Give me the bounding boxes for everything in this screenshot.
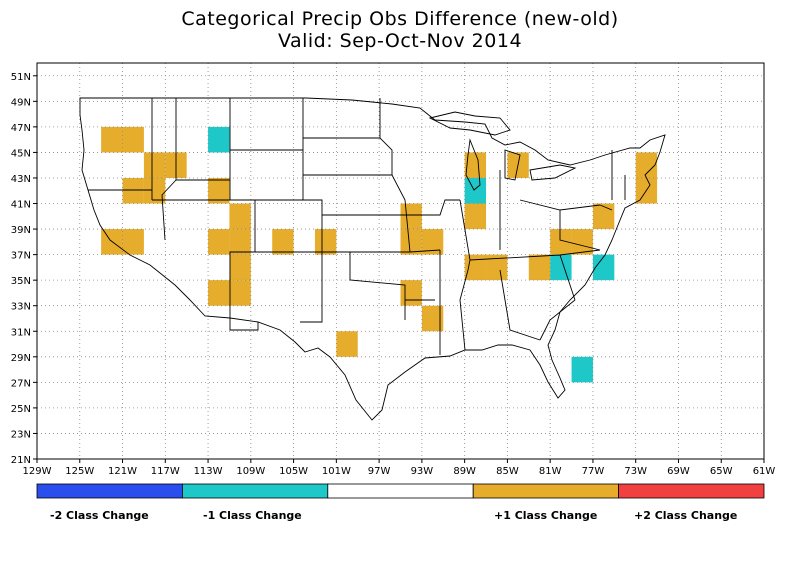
legend-label-plus2: +2 Class Change — [634, 509, 738, 522]
cell-plus1 — [550, 229, 572, 255]
cell-plus1 — [272, 229, 294, 255]
cell-minus1 — [464, 177, 487, 204]
cell-plus1 — [122, 229, 144, 255]
gridlines — [36, 63, 765, 460]
cell-plus1 — [314, 229, 337, 255]
cell-plus1 — [464, 254, 487, 281]
great-lakes — [428, 111, 577, 191]
y-tick-label: 35N — [11, 276, 31, 287]
cell-minus1 — [208, 126, 230, 153]
map-subtitle: Valid: Sep-Oct-Nov 2014 — [277, 30, 523, 52]
cell-plus1 — [143, 177, 166, 204]
x-tick-label: 93W — [411, 466, 434, 477]
y-tick-label: 41N — [11, 200, 31, 211]
y-tick-label: 25N — [11, 404, 31, 415]
legend-swatch-zero — [327, 483, 474, 499]
x-tick-label: 121W — [108, 466, 137, 477]
x-tick-label: 105W — [279, 466, 308, 477]
cell-plus1 — [571, 229, 593, 255]
cell-plus1 — [229, 280, 251, 306]
cell-plus1 — [464, 203, 487, 230]
x-tick-label: 85W — [496, 466, 519, 477]
y-tick-label: 51N — [11, 72, 31, 83]
y-tick-label: 27N — [11, 378, 31, 389]
cell-plus1 — [486, 254, 508, 281]
cell-plus1 — [528, 254, 551, 281]
cell-plus1 — [635, 152, 658, 178]
legend-swatch-plus1 — [472, 483, 620, 499]
cell-plus1 — [421, 305, 444, 332]
state-boundaries — [79, 97, 666, 421]
cell-plus1 — [400, 203, 422, 230]
y-tick-label: 39N — [11, 225, 31, 236]
y-tick-label: 43N — [11, 174, 31, 185]
cell-plus1 — [421, 229, 444, 255]
map-title: Categorical Precip Obs Difference (new-o… — [181, 8, 619, 30]
legend-label-minus1: -1 Class Change — [203, 509, 302, 522]
x-tick-label: 113W — [194, 466, 223, 477]
y-tick-label: 47N — [11, 123, 31, 134]
y-tick-label: 29N — [11, 353, 31, 364]
cell-plus1 — [336, 331, 358, 357]
x-tick-label: 69W — [667, 466, 690, 477]
plot-frame — [36, 62, 765, 460]
cell-plus1 — [101, 126, 123, 153]
cell-plus1 — [143, 152, 166, 178]
cell-plus1 — [208, 229, 230, 255]
x-tick-label: 61W — [753, 466, 776, 477]
cell-plus1 — [400, 229, 422, 255]
cell-plus1 — [208, 280, 230, 306]
legend-label-plus1: +1 Class Change — [494, 509, 598, 522]
x-tick-label: 125W — [65, 466, 94, 477]
x-tick-label: 89W — [453, 466, 476, 477]
cell-plus1 — [208, 177, 230, 204]
cell-plus1 — [122, 177, 144, 204]
y-tick-label: 49N — [11, 97, 31, 108]
x-tick-label: 81W — [539, 466, 562, 477]
x-tick-label: 97W — [368, 466, 391, 477]
axis-labels: 129W 125W 121W 117W 113W 109W 105W 101W 97W 93W 89… — [11, 72, 776, 477]
cell-plus1 — [229, 229, 251, 255]
x-tick-label: 109W — [236, 466, 265, 477]
y-tick-label: 31N — [11, 327, 31, 338]
cell-minus1 — [592, 254, 615, 281]
cell-plus1 — [464, 152, 487, 178]
legend-swatch-minus1 — [181, 483, 329, 499]
y-tick-label: 23N — [11, 429, 31, 440]
legend-label-minus2: -2 Class Change — [50, 509, 149, 522]
cell-minus1 — [571, 356, 593, 383]
y-tick-label: 37N — [11, 251, 31, 262]
x-tick-label: 101W — [322, 466, 351, 477]
x-tick-label: 117W — [151, 466, 180, 477]
cell-plus1 — [400, 280, 422, 306]
cell-plus1 — [122, 126, 144, 153]
x-tick-label: 77W — [582, 466, 605, 477]
legend-swatch-minus2 — [36, 483, 183, 499]
y-tick-label: 45N — [11, 148, 31, 159]
legend-swatch-plus2 — [618, 483, 765, 499]
y-tick-label: 21N — [11, 455, 31, 466]
cell-plus1 — [592, 203, 615, 230]
x-tick-label: 73W — [624, 466, 647, 477]
us-outline — [79, 97, 666, 421]
x-tick-label: 65W — [710, 466, 733, 477]
legend-bar — [36, 483, 765, 499]
y-tick-label: 33N — [11, 302, 31, 313]
x-tick-label: 129W — [23, 466, 52, 477]
cell-plus1 — [229, 203, 251, 230]
cell-plus1 — [229, 254, 251, 281]
